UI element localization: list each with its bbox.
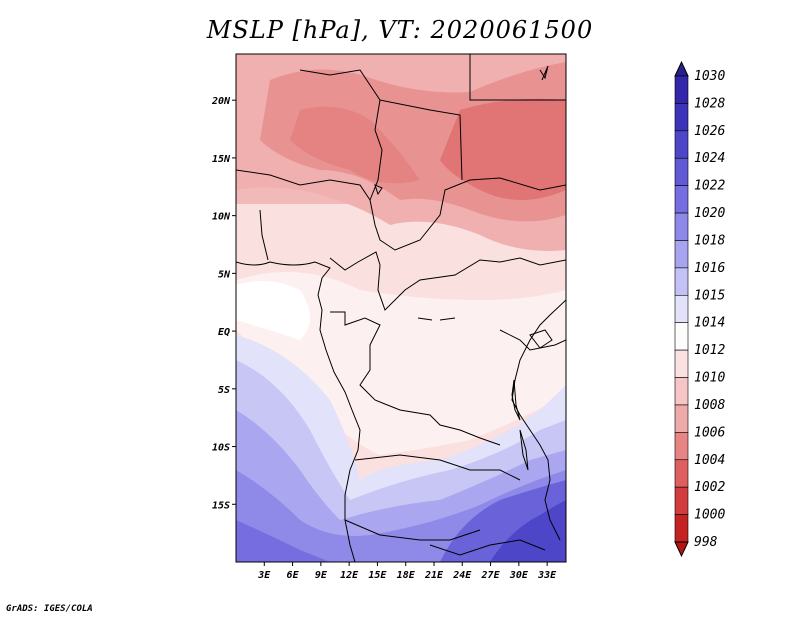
field-band-1004-east bbox=[440, 98, 566, 200]
colorbar-label: 1016 bbox=[694, 261, 725, 276]
field-band-1004-west bbox=[290, 106, 420, 184]
country-borders bbox=[236, 54, 566, 556]
lakes bbox=[374, 184, 553, 471]
colorbar-segment bbox=[674, 75, 689, 104]
lake-chad bbox=[374, 184, 383, 196]
border-namibia bbox=[344, 519, 481, 541]
lake-victoria bbox=[529, 329, 553, 349]
colorbar-segment bbox=[674, 294, 689, 324]
colorbar: 1030 1028 1026 1024 1022 1020 1018 1016 1015 1014… bbox=[674, 60, 725, 558]
border-congo-angola bbox=[330, 311, 501, 446]
colorbar-segment bbox=[674, 240, 689, 269]
colorbar-label: 1022 bbox=[694, 179, 725, 194]
colorbar-segment bbox=[674, 514, 689, 543]
x-tick-label: 27E bbox=[481, 570, 501, 581]
y-tick-label: 10S bbox=[212, 443, 230, 454]
border-libya bbox=[299, 69, 463, 181]
border-egypt bbox=[469, 54, 566, 101]
y-tick-label: 10N bbox=[212, 212, 231, 223]
colorbar-segment bbox=[674, 267, 689, 296]
field-band-1014-coast bbox=[236, 281, 310, 340]
x-tick-label: 15E bbox=[368, 570, 387, 581]
x-tick-label: 33E bbox=[537, 570, 557, 581]
y-axis: 20N 15N 10N 5N EQ 5S 10S 15S bbox=[211, 96, 236, 511]
colorbar-label: 1028 bbox=[694, 96, 725, 111]
lake-tanganyika bbox=[511, 379, 521, 421]
border-benin bbox=[259, 209, 269, 261]
colorbar-segment bbox=[674, 459, 689, 488]
border-botswana bbox=[429, 539, 546, 556]
colorbar-segment bbox=[674, 157, 689, 186]
colorbar-segment bbox=[674, 349, 689, 378]
y-tick-label: 15S bbox=[212, 500, 230, 511]
colorbar-label: 1020 bbox=[694, 206, 725, 221]
border-angola-zambia bbox=[354, 454, 521, 481]
colorbar-segment bbox=[674, 185, 689, 214]
chart-title: MSLP [hPa], VT: 2020061500 bbox=[206, 16, 594, 44]
border-sahel bbox=[236, 169, 371, 201]
x-tick-label: 30E bbox=[509, 570, 529, 581]
border-car-drc bbox=[329, 251, 566, 311]
coastlines bbox=[236, 261, 566, 562]
x-tick-label: 24E bbox=[452, 570, 472, 581]
colorbar-label: 1004 bbox=[694, 453, 725, 468]
y-tick-label: 15N bbox=[212, 154, 231, 165]
red-sea-coast bbox=[539, 65, 549, 81]
colorbar-segment bbox=[674, 486, 689, 515]
colorbar-label: 998 bbox=[694, 535, 718, 550]
map-frame bbox=[235, 53, 567, 563]
east-coastline bbox=[511, 299, 566, 541]
colorbar-label: 1030 bbox=[694, 69, 725, 84]
colorbar-label: 1026 bbox=[694, 124, 725, 139]
colorbar-label: 1014 bbox=[694, 316, 725, 331]
y-tick-label: 5S bbox=[218, 385, 230, 396]
river-congo bbox=[417, 317, 456, 321]
x-tick-label: 21E bbox=[424, 570, 444, 581]
colorbar-label: 1006 bbox=[694, 425, 725, 440]
colorbar-bottom-arrow bbox=[674, 541, 689, 558]
colorbar-segment bbox=[674, 377, 689, 406]
border-east-africa bbox=[499, 329, 566, 351]
y-tick-label: 5N bbox=[218, 269, 231, 280]
colorbar-label: 1002 bbox=[694, 480, 725, 495]
grads-credit: GrADS: IGES/COLA bbox=[6, 604, 93, 614]
x-axis: 3E 6E 9E 12E 15E 18E 21E 24E 27E 30E 33E bbox=[257, 562, 557, 581]
x-tick-label: 18E bbox=[397, 570, 416, 581]
x-tick-label: 9E bbox=[315, 570, 328, 581]
colorbar-segment bbox=[674, 432, 689, 461]
west-coastline bbox=[236, 261, 361, 562]
colorbar-segment bbox=[674, 212, 689, 241]
colorbar-label: 1010 bbox=[694, 371, 725, 386]
y-tick-label: EQ bbox=[218, 327, 230, 338]
colorbar-segment bbox=[674, 130, 689, 159]
y-tick-label: 20N bbox=[211, 96, 231, 107]
colorbar-label: 1000 bbox=[694, 508, 725, 523]
colorbar-label: 1018 bbox=[694, 233, 725, 248]
lake-malawi bbox=[519, 429, 529, 471]
colorbar-label: 1024 bbox=[694, 151, 725, 166]
x-tick-label: 6E bbox=[287, 570, 300, 581]
colorbar-segment bbox=[674, 103, 689, 132]
pressure-field bbox=[236, 54, 566, 562]
colorbar-segment bbox=[674, 404, 689, 433]
colorbar-segment bbox=[674, 322, 689, 351]
x-tick-label: 3E bbox=[257, 570, 271, 581]
colorbar-label: 1008 bbox=[694, 398, 725, 413]
colorbar-top-arrow bbox=[674, 60, 689, 77]
field-band-1022-west bbox=[236, 520, 330, 562]
border-chad-sudan bbox=[369, 177, 566, 251]
field-band-1024 bbox=[490, 500, 566, 562]
colorbar-label: 1015 bbox=[694, 288, 725, 303]
x-tick-label: 12E bbox=[340, 570, 359, 581]
colorbar-label: 1012 bbox=[694, 343, 725, 358]
